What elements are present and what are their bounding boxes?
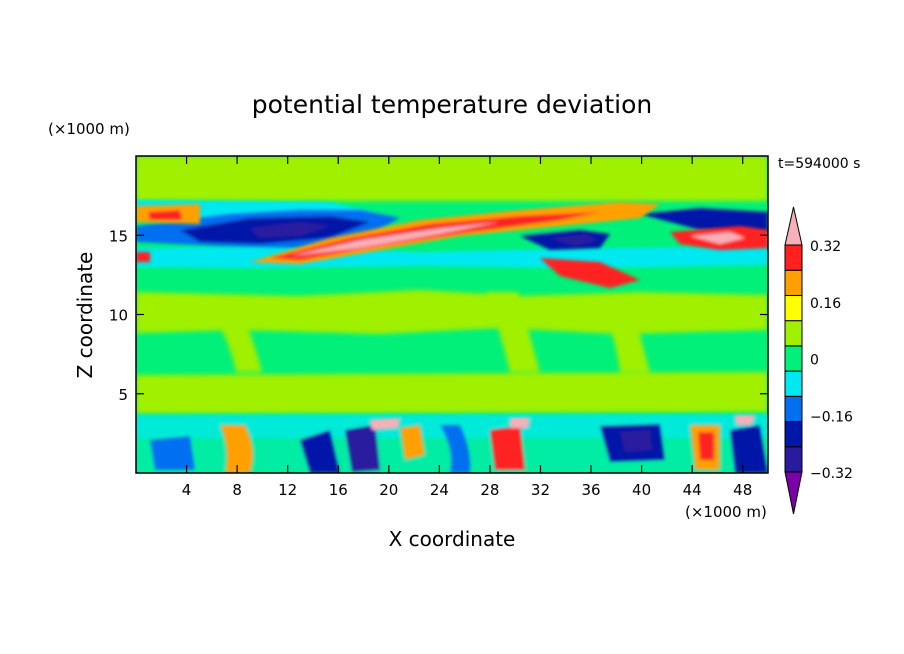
x-tick-label: 32 [531,481,550,499]
y-tick-label: 15 [109,227,128,245]
x-tick-label: 20 [379,481,398,499]
x-tick-label: 4 [182,481,192,499]
y-axis: 5 10 15 [109,227,768,404]
field-lower-turbulent-layer [136,415,768,473]
colorbar-swatch [784,294,803,322]
colorbar-swatch [784,345,803,372]
colorbar-label: 0 [810,353,819,369]
colorbar-swatch [784,269,803,296]
x-tick-label: 24 [430,481,449,499]
colorbar-label: 0.32 [810,239,841,255]
colorbar-swatch [784,244,803,271]
colorbar-swatch [784,421,803,448]
time-label: t=594000 s [778,156,860,172]
colorbar-upper-extension [784,206,803,246]
colorbar-swatch [784,395,803,423]
colorbar-swatch [784,320,803,347]
heatmap-field [136,156,768,473]
x-tick-label: 28 [480,481,499,499]
colorbar: 0.32 0.16 0 −0.16 −0.32 [784,206,853,515]
colorbar-label: 0.16 [810,296,841,312]
x-tick-label: 44 [683,481,702,499]
x-tick-label: 48 [733,481,752,499]
y-tick-label: 10 [109,307,128,325]
colorbar-lower-extension [784,471,803,515]
chart-title: potential temperature deviation [252,90,652,119]
y-unit-label: (×1000 m) [48,120,130,138]
colorbar-label: −0.16 [810,409,853,425]
field-upper-positive-layer [136,202,768,288]
y-axis-label: Z coordinate [73,252,97,379]
x-tick-label: 8 [232,481,242,499]
x-axis: 4 8 12 16 20 24 28 32 36 40 44 48 [182,156,752,499]
field-light-green-regions [136,156,768,414]
colorbar-swatch [784,370,803,397]
x-tick-label: 40 [632,481,651,499]
y-tick-label: 5 [118,386,128,404]
colorbar-swatch [784,446,803,473]
x-axis-label: X coordinate [389,527,516,551]
x-tick-label: 36 [581,481,600,499]
x-tick-label: 12 [278,481,297,499]
colorbar-label: −0.32 [810,466,853,482]
x-tick-label: 16 [329,481,348,499]
x-unit-label: (×1000 m) [685,503,767,521]
